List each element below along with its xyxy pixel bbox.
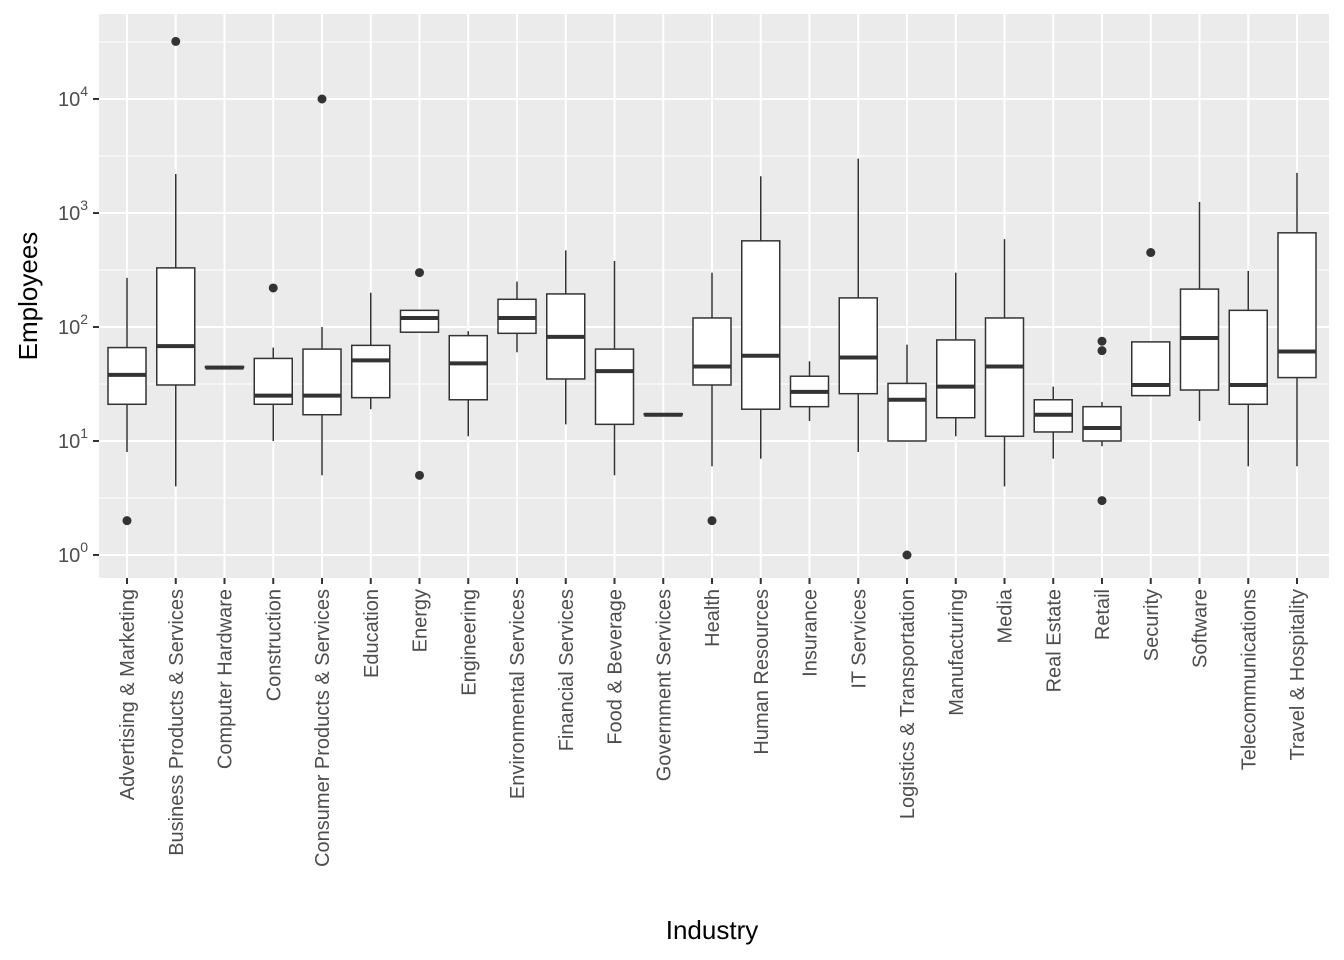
x-tick-label: Business Products & Services bbox=[166, 589, 188, 856]
x-tick-label: Telecommunications bbox=[1238, 589, 1260, 770]
box-group bbox=[1277, 172, 1317, 467]
box-group bbox=[351, 292, 391, 410]
box-group bbox=[546, 250, 586, 425]
x-tick-label: Food & Beverage bbox=[605, 589, 627, 745]
y-axis: 100 101 102 103 104 bbox=[58, 83, 99, 567]
box-group bbox=[643, 412, 683, 417]
x-tick-label: Financial Services bbox=[556, 589, 578, 751]
x-tick-label: Logistics & Transportation bbox=[897, 589, 919, 819]
box-iqr bbox=[887, 382, 927, 442]
boxes-layer bbox=[107, 36, 1317, 560]
box-group bbox=[984, 239, 1025, 487]
plot-panel bbox=[99, 14, 1329, 578]
box-group bbox=[1082, 336, 1122, 506]
box-group bbox=[936, 272, 976, 437]
x-tick-label: Human Resources bbox=[751, 589, 773, 755]
y-tick-label: 103 bbox=[58, 197, 88, 225]
box-group bbox=[302, 94, 342, 476]
box-group bbox=[594, 260, 635, 476]
y-tick-label: 100 bbox=[58, 539, 88, 567]
box-iqr bbox=[1228, 309, 1268, 406]
x-axis: Advertising & Marketing Business Products… bbox=[117, 578, 1309, 867]
box-group bbox=[1131, 248, 1171, 397]
box-group bbox=[399, 268, 440, 480]
outlier-point bbox=[1097, 496, 1107, 506]
x-tick-label: Construction bbox=[263, 589, 285, 701]
box-group bbox=[448, 331, 488, 437]
box-iqr bbox=[156, 267, 196, 386]
box-iqr bbox=[838, 297, 878, 395]
box-iqr bbox=[936, 339, 976, 419]
outlier-point bbox=[1097, 336, 1107, 346]
x-tick-label: Computer Hardware bbox=[215, 589, 237, 769]
x-tick-label: Insurance bbox=[800, 589, 822, 677]
x-tick-label: Security bbox=[1141, 589, 1163, 661]
x-tick-label: IT Services bbox=[848, 589, 870, 689]
outlier-point bbox=[415, 268, 424, 278]
x-tick-label: Engineering bbox=[458, 589, 480, 696]
box-group bbox=[253, 283, 293, 441]
box-group bbox=[1179, 201, 1220, 421]
box-iqr bbox=[741, 240, 781, 410]
x-tick-label: Advertising & Marketing bbox=[117, 589, 139, 800]
box-iqr bbox=[692, 317, 732, 386]
box-iqr bbox=[399, 309, 440, 333]
y-tick-label: 101 bbox=[58, 425, 88, 453]
box-iqr bbox=[984, 317, 1025, 438]
x-tick-label: Education bbox=[361, 589, 383, 678]
x-tick-label: Media bbox=[995, 588, 1017, 643]
box-group bbox=[887, 344, 927, 560]
x-tick-label: Real Estate bbox=[1043, 589, 1065, 692]
box-iqr bbox=[448, 334, 488, 401]
box-group bbox=[1228, 270, 1268, 467]
box-iqr bbox=[594, 348, 635, 426]
x-tick-label: Software bbox=[1190, 589, 1212, 668]
box-iqr bbox=[1277, 232, 1317, 379]
y-tick-label: 104 bbox=[58, 83, 88, 111]
outlier-point bbox=[317, 94, 327, 104]
outlier-point bbox=[122, 516, 132, 526]
x-axis-title: Industry bbox=[666, 915, 759, 945]
box-group bbox=[838, 158, 878, 453]
x-tick-label: Consumer Products & Services bbox=[312, 589, 334, 867]
outlier-point bbox=[415, 470, 424, 480]
box-group bbox=[692, 272, 732, 526]
box-iqr bbox=[351, 344, 391, 399]
x-tick-label: Government Services bbox=[653, 589, 675, 781]
outlier-point bbox=[1097, 346, 1107, 356]
box-group bbox=[741, 176, 781, 459]
x-tick-label: Health bbox=[702, 589, 724, 647]
outlier-point bbox=[707, 516, 717, 526]
x-tick-label: Energy bbox=[410, 589, 432, 652]
outlier-point bbox=[902, 550, 912, 560]
box-group bbox=[204, 365, 245, 370]
outlier-point bbox=[1146, 248, 1156, 258]
box-iqr bbox=[1131, 341, 1171, 397]
box-group bbox=[497, 281, 537, 353]
box-iqr bbox=[1082, 405, 1122, 442]
outlier-point bbox=[268, 283, 278, 293]
outlier-point bbox=[171, 36, 181, 46]
y-tick-label: 102 bbox=[58, 311, 88, 339]
x-tick-label: Retail bbox=[1092, 589, 1114, 640]
box-group bbox=[789, 361, 830, 421]
x-tick-label: Manufacturing bbox=[946, 589, 968, 716]
x-tick-label: Travel & Hospitality bbox=[1287, 589, 1309, 761]
y-axis-title: Employees bbox=[13, 232, 43, 361]
box-iqr bbox=[302, 348, 342, 416]
box-group bbox=[107, 277, 147, 526]
box-group bbox=[1033, 386, 1073, 459]
box-group bbox=[156, 36, 196, 487]
x-tick-label: Environmental Services bbox=[507, 589, 529, 799]
